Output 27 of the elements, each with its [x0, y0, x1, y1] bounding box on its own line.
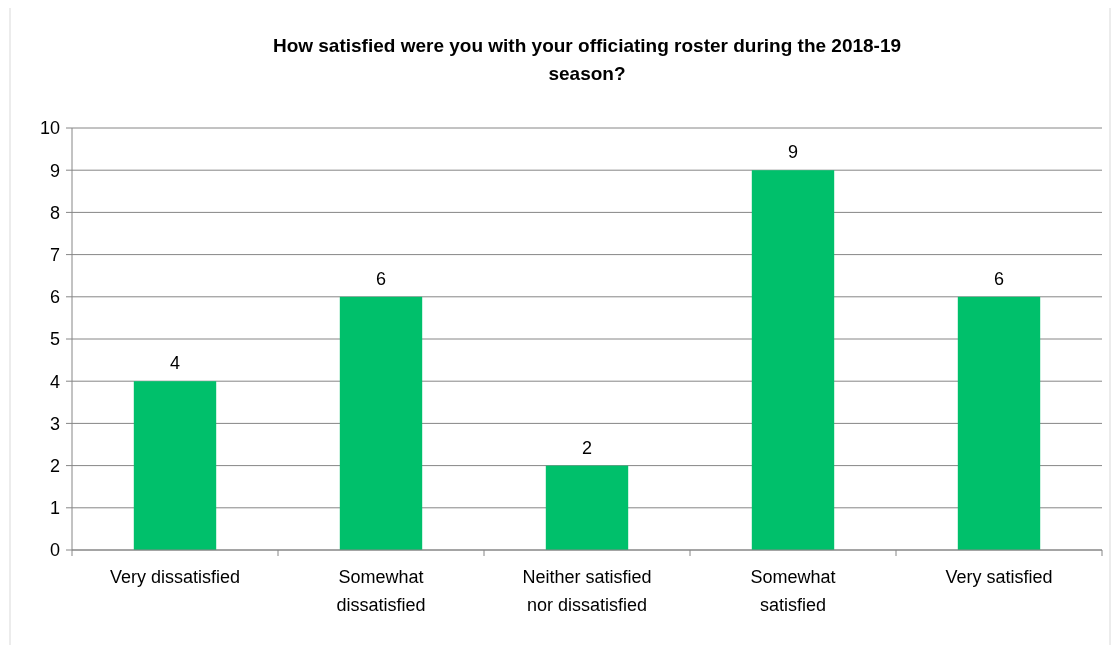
y-tick-label: 7	[49, 244, 60, 265]
x-tick-label: Somewhat dissatisfied	[336, 567, 426, 615]
y-tick-label: 10	[39, 118, 60, 139]
bar	[133, 381, 217, 550]
bar	[339, 296, 423, 550]
bar	[957, 296, 1041, 550]
data-label: 2	[581, 437, 593, 458]
x-tick-label: Very dissatisfied	[109, 567, 241, 587]
y-tick-label: 4	[49, 371, 60, 392]
y-tick-label: 3	[49, 413, 60, 434]
y-tick-label: 1	[49, 498, 60, 519]
data-label: 4	[169, 353, 181, 374]
data-label: 6	[993, 268, 1005, 289]
y-tick-label: 6	[49, 287, 60, 308]
x-tick-label: Neither satisfied nor dissatisfied	[522, 567, 652, 615]
y-tick-label: 2	[49, 455, 60, 476]
x-tick-label: Very satisfied	[945, 567, 1053, 587]
y-tick-label: 0	[49, 540, 60, 561]
y-tick-label: 8	[49, 202, 60, 223]
data-label: 6	[375, 268, 387, 289]
x-tick-label: Somewhat satisfied	[750, 567, 836, 615]
data-label: 9	[787, 142, 799, 163]
bar	[751, 170, 835, 550]
bar	[545, 465, 629, 550]
chart-title: How satisfied were you with your officiating roster during the 2018-19 season?	[272, 35, 902, 84]
y-tick-label: 9	[49, 160, 60, 181]
y-tick-label: 5	[49, 329, 60, 350]
